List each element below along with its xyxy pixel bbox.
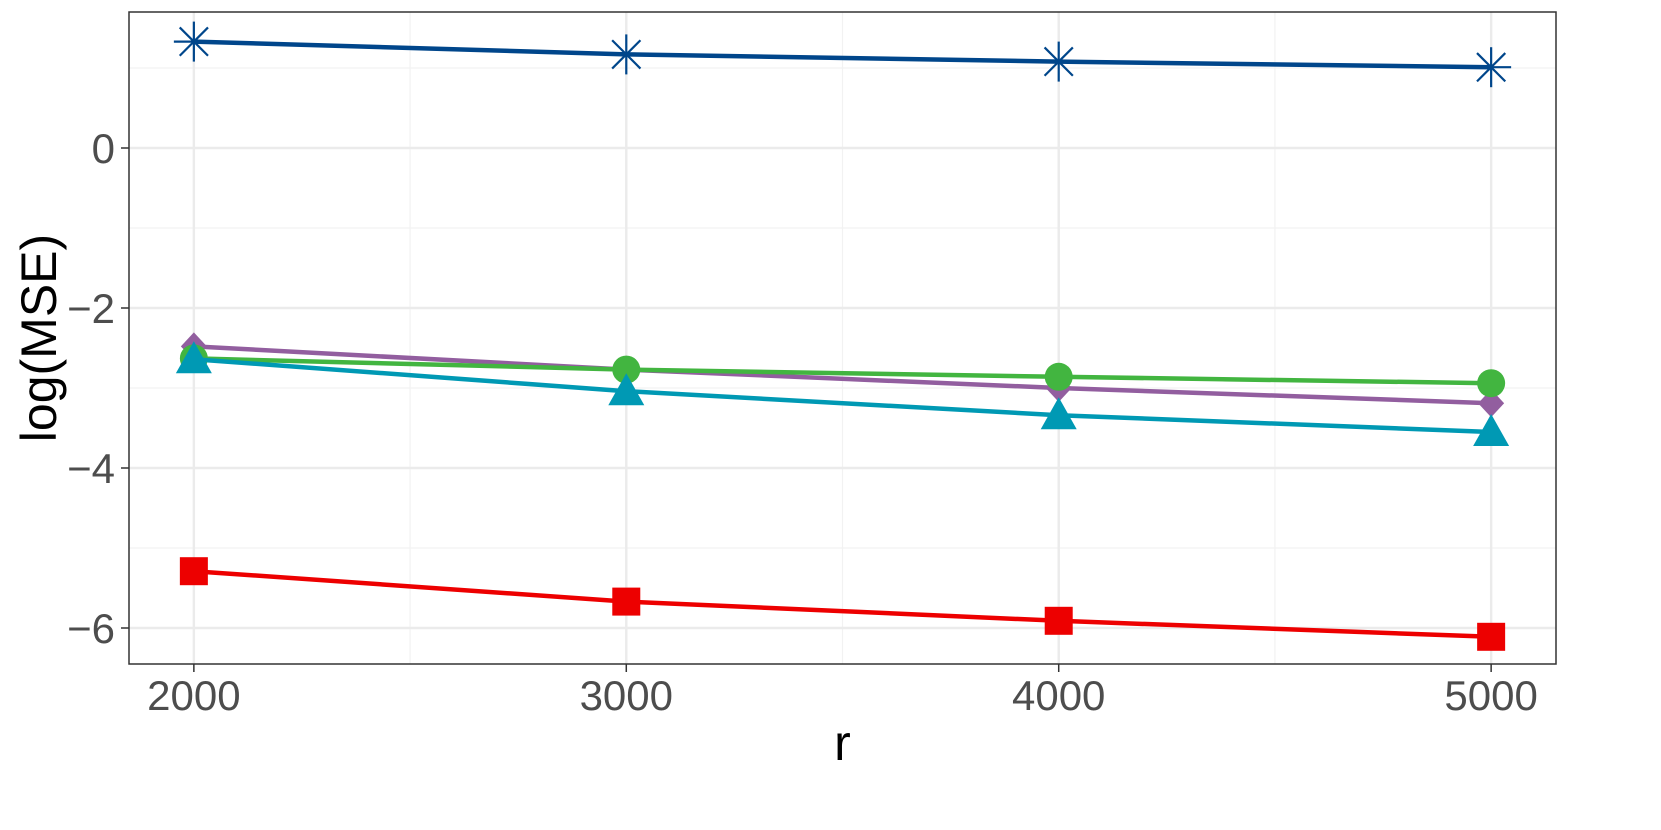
series-triangle	[175, 341, 1510, 446]
data-point	[608, 373, 645, 406]
data-point	[179, 557, 208, 586]
grid-minor	[129, 12, 1556, 664]
data-point	[1044, 606, 1073, 635]
y-axis: −6 −4 −2 0	[67, 125, 129, 652]
data-point-stroke	[611, 39, 642, 70]
series-circle	[179, 344, 1506, 398]
series-line	[193, 356, 1492, 435]
x-tick-label: 3000	[580, 672, 673, 719]
series-asterisk	[173, 21, 1512, 88]
data-point	[1477, 369, 1506, 398]
data-point	[612, 355, 641, 384]
y-axis-title: log(MSE)	[11, 234, 67, 442]
data-point-stroke	[178, 26, 209, 57]
series-line	[193, 39, 1492, 70]
plot-panel-border	[128, 11, 1557, 665]
data-point	[1471, 47, 1512, 88]
data-point	[173, 21, 214, 62]
data-point	[612, 587, 641, 616]
series-square	[179, 557, 1506, 651]
series-line	[193, 344, 1492, 406]
y-tick-label: −6	[67, 605, 115, 652]
data-point	[175, 341, 212, 374]
x-tick-label: 4000	[1012, 672, 1105, 719]
x-tick-label: 2000	[147, 672, 240, 719]
series-line	[193, 356, 1492, 386]
series-line	[193, 568, 1492, 640]
x-axis: 2000 3000 4000 5000	[147, 664, 1538, 719]
data-point-stroke	[1476, 52, 1507, 83]
data-point	[1044, 362, 1073, 391]
x-axis-title: r	[834, 715, 851, 771]
data-point	[1473, 414, 1510, 446]
data-point	[606, 34, 647, 75]
y-tick-label: −2	[67, 285, 115, 332]
data-point	[1038, 41, 1079, 82]
y-tick-label: 0	[92, 125, 115, 172]
x-tick-label: 5000	[1444, 672, 1537, 719]
grid-major	[129, 12, 1556, 664]
y-tick-label: −4	[67, 445, 115, 492]
series-layer	[173, 21, 1512, 651]
data-point	[1040, 397, 1077, 430]
data-point	[1478, 389, 1505, 418]
data-point-stroke	[1043, 46, 1074, 77]
data-point	[1477, 622, 1506, 651]
